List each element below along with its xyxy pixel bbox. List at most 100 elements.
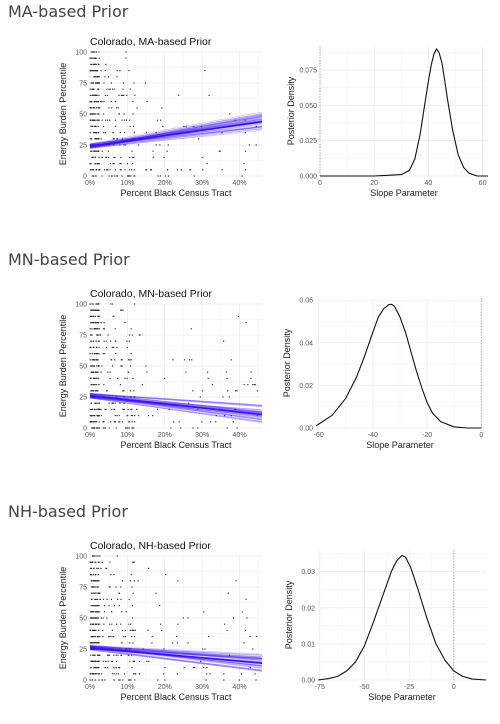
- scatter-point: [97, 334, 99, 336]
- scatter-point: [89, 328, 91, 330]
- scatter-point: [91, 113, 94, 115]
- scatter-point: [127, 359, 130, 361]
- scatter-point: [109, 654, 111, 656]
- x-axis-title: Percent Black Census Tract: [120, 692, 232, 702]
- scatter-point: [116, 175, 118, 177]
- scatter-point: [93, 377, 95, 379]
- scatter-point: [95, 322, 97, 324]
- scatter-point: [103, 384, 105, 386]
- scatter-point: [122, 88, 124, 90]
- scatter-point: [95, 125, 97, 127]
- scatter-point: [105, 63, 107, 65]
- y-tick-label: 100: [75, 50, 87, 57]
- scatter-point: [185, 125, 187, 127]
- scatter-point: [95, 673, 97, 675]
- scatter-point: [117, 138, 119, 140]
- scatter-point: [94, 163, 97, 165]
- posterior-draw-line: [89, 396, 263, 422]
- scatter-point: [91, 371, 93, 373]
- scatter-point: [91, 156, 93, 158]
- posterior-draw-line: [89, 646, 263, 656]
- scatter-point: [119, 144, 121, 146]
- scatter-point: [91, 101, 93, 103]
- scatter-point: [90, 605, 92, 607]
- scatter-point: [210, 421, 212, 423]
- scatter-point: [95, 107, 98, 109]
- scatter-point: [90, 667, 92, 669]
- scatter-point: [132, 377, 134, 379]
- scatter-point: [99, 107, 101, 109]
- scatter-point: [101, 101, 103, 103]
- scatter-point: [90, 390, 92, 392]
- scatter-point: [255, 125, 257, 127]
- scatter-point: [129, 660, 131, 662]
- scatter-point: [108, 636, 110, 638]
- scatter-point: [95, 642, 98, 644]
- scatter-point: [91, 642, 93, 644]
- scatter-point: [105, 408, 107, 410]
- scatter-point: [91, 57, 93, 59]
- scatter-point: [254, 384, 256, 386]
- scatter-point: [118, 415, 120, 417]
- scatter-point: [91, 303, 93, 305]
- scatter-point: [138, 144, 140, 146]
- scatter-points: [89, 555, 258, 681]
- scatter-point: [102, 421, 104, 423]
- scatter-point: [95, 82, 98, 84]
- y-tick-label: 0: [83, 426, 87, 433]
- scatter-point: [234, 408, 236, 410]
- y-axis-title: Posterior Density: [284, 580, 294, 649]
- scatter-point: [235, 408, 237, 410]
- scatter-point: [252, 384, 254, 386]
- scatter-point: [145, 365, 147, 367]
- scatter-point: [131, 415, 134, 417]
- scatter-point: [91, 70, 93, 72]
- scatter-point: [205, 679, 207, 681]
- y-tick-label: 0.00: [301, 678, 315, 685]
- scatter-point: [243, 642, 245, 644]
- scatter-point: [113, 175, 115, 177]
- posterior-draw-line: [89, 120, 263, 145]
- scatter-point: [96, 76, 98, 78]
- scatter-point: [172, 359, 174, 361]
- scatter-point: [101, 561, 103, 563]
- scatter-point: [102, 427, 104, 429]
- scatter-point: [131, 334, 133, 336]
- scatter-point: [97, 113, 99, 115]
- scatter-point: [105, 169, 107, 171]
- y-tick-label: 0.075: [299, 68, 317, 75]
- y-tick-label: 25: [79, 143, 87, 150]
- scatter-point: [92, 384, 94, 386]
- scatter-point: [147, 567, 150, 569]
- x-axis-title: Slope Parameter: [370, 188, 438, 198]
- scatter-point: [90, 623, 92, 625]
- scatter-point: [129, 629, 131, 631]
- scatter-point: [177, 580, 179, 582]
- scatter-point: [109, 421, 112, 423]
- x-tick-label: 40%: [233, 684, 247, 691]
- scatter-point: [176, 673, 178, 675]
- scatter-point: [90, 396, 93, 398]
- scatter-point: [90, 107, 92, 109]
- scatter-point: [92, 107, 94, 109]
- scatter-point: [96, 605, 99, 607]
- scatter-point: [103, 340, 105, 342]
- scatter-point: [215, 415, 217, 417]
- scatter-point: [99, 334, 101, 336]
- scatter-point: [145, 169, 147, 171]
- scatter-point: [92, 415, 94, 417]
- scatter-point: [97, 359, 99, 361]
- scatter-point: [92, 70, 94, 72]
- scatter-point: [123, 132, 126, 134]
- scatter-point: [97, 555, 99, 557]
- scatter-point: [92, 586, 95, 588]
- scatter-point: [97, 309, 100, 311]
- scatter-point: [243, 163, 245, 165]
- scatter-point: [131, 408, 133, 410]
- scatter-point: [129, 365, 132, 367]
- scatter-point: [244, 150, 247, 152]
- scatter-point: [98, 427, 101, 429]
- scatter-point: [106, 617, 108, 619]
- scatter-point: [111, 402, 114, 404]
- scatter-point: [128, 175, 131, 177]
